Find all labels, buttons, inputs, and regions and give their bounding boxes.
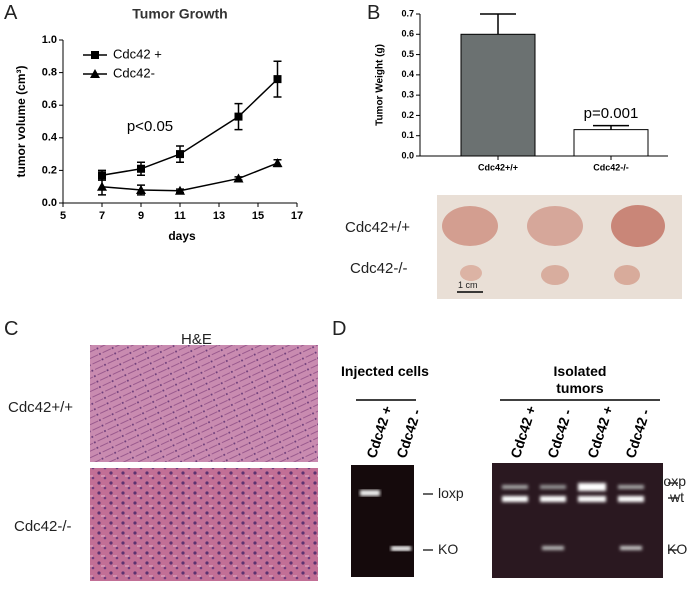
legend-label: Cdc42 + [113, 46, 162, 61]
gel-band [620, 546, 642, 550]
bar [460, 33, 536, 157]
tumor [614, 265, 640, 285]
y-tick-label: 0.2 [401, 110, 414, 120]
gel-band [578, 496, 606, 502]
gel [351, 465, 414, 577]
error-bar [480, 13, 516, 35]
chart-title: Tumor Growth [132, 6, 227, 22]
tumor [541, 265, 569, 285]
x-tick-label: Cdc42+/+ [478, 162, 518, 172]
gel-bands [502, 483, 644, 550]
band-label: wt [670, 489, 684, 505]
marker [136, 184, 146, 194]
annotation: p=0.001 [584, 105, 639, 122]
marker [176, 150, 184, 159]
group-title: Isolated tumors [553, 363, 607, 396]
row-label: Cdc42+/+ [8, 399, 74, 416]
lane-label: Cdc42 + [584, 404, 616, 460]
y-tick-label: 0.3 [401, 90, 414, 100]
annotation: p<0.05 [127, 118, 173, 135]
lane-label: Cdc42 - [622, 407, 653, 460]
gel-band [360, 490, 380, 496]
row-label: Cdc42+/+ [345, 219, 411, 236]
tumor [611, 205, 665, 247]
tumor [527, 206, 583, 246]
he-image [90, 345, 318, 462]
bar [573, 129, 649, 157]
marker [98, 171, 106, 180]
y-axis-label: Tumor Weight (g) [375, 44, 386, 126]
row-label: Cdc42-/- [14, 518, 72, 535]
band-label: KO [438, 541, 459, 557]
gel-band [578, 483, 606, 491]
x-tick-label: 5 [60, 210, 66, 222]
series-line [101, 162, 278, 192]
gel-band [540, 496, 566, 502]
lane-label: Cdc42 + [507, 404, 539, 460]
x-tick-label: 15 [252, 210, 264, 222]
y-tick-label: 0.1 [401, 130, 414, 140]
panel-label: A [4, 2, 18, 24]
x-axis-label: days [168, 229, 196, 243]
tumor [442, 206, 498, 246]
y-tick-label: 0.2 [42, 164, 57, 176]
y-tick-label: 0.5 [401, 49, 414, 59]
panel-label: D [332, 318, 347, 340]
gel-band [618, 496, 644, 502]
y-axis-label: tumor volume (cm³) [14, 65, 28, 177]
marker [91, 51, 99, 59]
he-image [90, 468, 318, 581]
gel-band [502, 485, 528, 489]
scale-label: 1 cm [458, 280, 478, 290]
marker [97, 181, 107, 191]
x-tick-label: 11 [174, 210, 186, 222]
y-tick-label: 0.6 [401, 29, 414, 39]
lane-label: Cdc42 + [363, 404, 395, 460]
lane-label: Cdc42 - [393, 407, 424, 460]
marker [233, 173, 244, 183]
panel-label: B [367, 2, 381, 24]
gel-band [391, 546, 411, 551]
band-ticks [423, 482, 678, 551]
error-bar [593, 124, 629, 130]
marker [90, 69, 100, 78]
marker [175, 185, 185, 195]
gel [492, 463, 663, 578]
x-tick-label: 13 [213, 210, 225, 222]
gel-band [540, 485, 566, 489]
y-tick-label: 1.0 [42, 34, 57, 46]
y-tick-label: 0.4 [42, 132, 58, 144]
band-label: loxp [438, 485, 464, 501]
tumor [460, 265, 482, 281]
gel-band [542, 546, 564, 550]
x-tick-label: Cdc42-/- [593, 162, 629, 172]
y-tick-label: 0.8 [42, 67, 57, 79]
marker [272, 158, 283, 168]
band-label: KO [667, 541, 688, 557]
x-tick-label: 7 [99, 210, 105, 222]
marker [137, 164, 145, 173]
y-tick-label: 0.7 [401, 8, 414, 18]
gel-band [502, 496, 528, 502]
group-title: Injected cells [341, 363, 429, 379]
x-tick-label: 17 [291, 210, 303, 222]
y-tick-label: 0.6 [42, 99, 57, 111]
y-tick-label: 0.4 [401, 69, 414, 79]
band-label: loxp [660, 473, 686, 489]
panel-title: H&E [181, 331, 212, 348]
row-label: Cdc42-/- [350, 260, 408, 277]
legend-label: Cdc42- [113, 65, 155, 80]
lane-label: Cdc42 - [544, 407, 575, 460]
y-tick-label: 0.0 [401, 150, 414, 160]
x-tick-label: 9 [138, 210, 144, 222]
gel-band [618, 485, 644, 489]
panel-label: C [4, 318, 19, 340]
marker [234, 112, 243, 121]
y-tick-label: 0.0 [42, 197, 57, 209]
marker [273, 75, 282, 84]
